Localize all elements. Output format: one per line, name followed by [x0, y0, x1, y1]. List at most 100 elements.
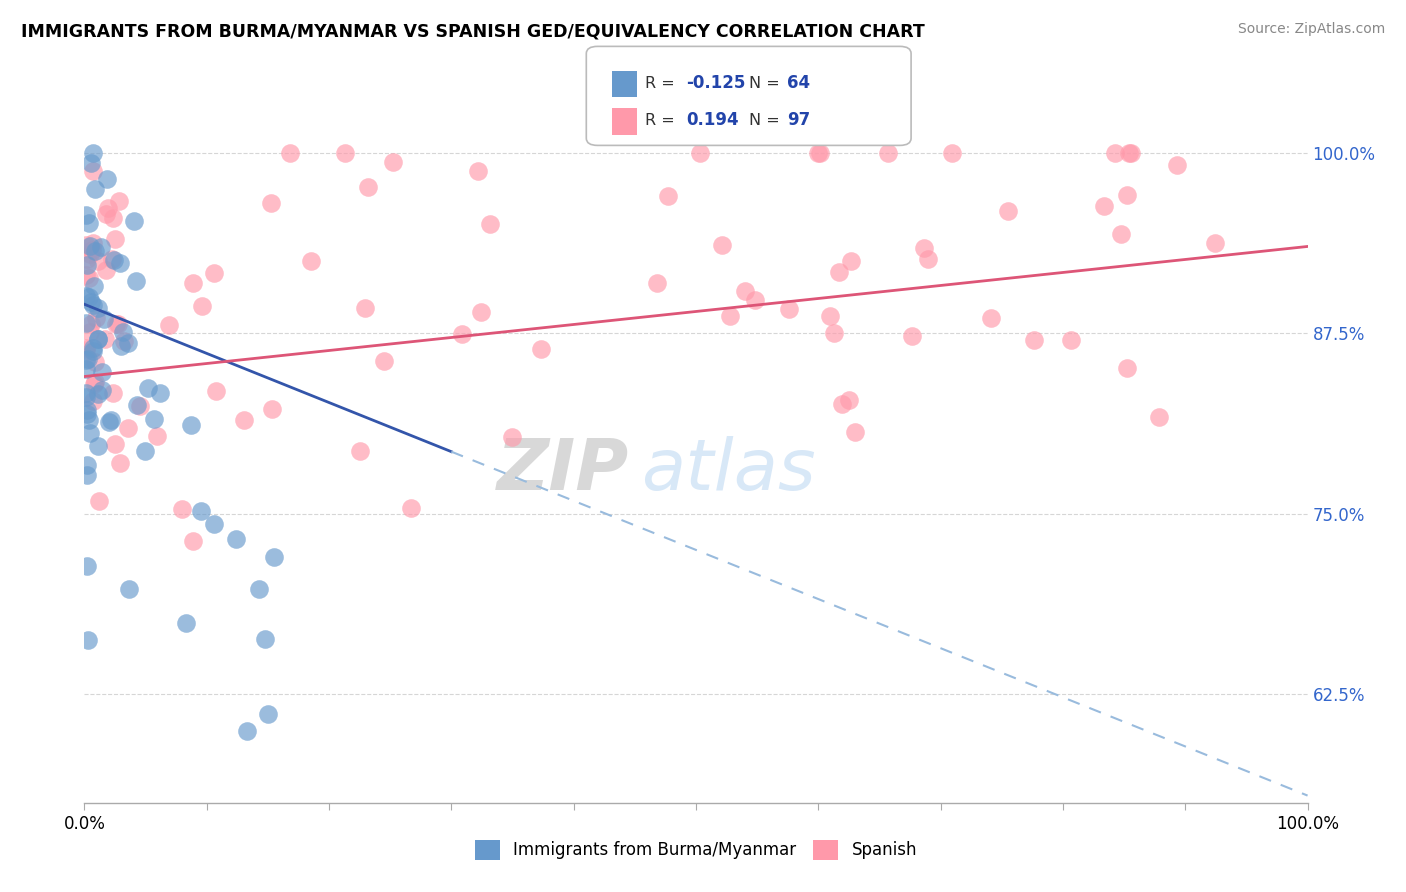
Point	[87, 253, 110, 268]
Point	[823, 326, 845, 340]
Point	[202, 517, 225, 532]
Point	[530, 342, 553, 356]
Text: N =: N =	[749, 112, 786, 128]
Point	[997, 204, 1019, 219]
Text: atlas: atlas	[641, 436, 815, 505]
Point	[807, 145, 830, 160]
Point	[136, 381, 159, 395]
Point	[373, 353, 395, 368]
Text: ZIP: ZIP	[496, 436, 628, 505]
Point	[75, 209, 97, 223]
Point	[76, 403, 98, 417]
Point	[82, 344, 104, 359]
Text: 0.194: 0.194	[686, 112, 738, 129]
Point	[146, 429, 169, 443]
Point	[79, 216, 101, 230]
Point	[917, 252, 939, 267]
Point	[718, 309, 741, 323]
Text: IMMIGRANTS FROM BURMA/MYANMAR VS SPANISH GED/EQUIVALENCY CORRELATION CHART: IMMIGRANTS FROM BURMA/MYANMAR VS SPANISH…	[21, 22, 925, 40]
Point	[93, 311, 115, 326]
Point	[235, 723, 257, 738]
Point	[76, 458, 98, 472]
Point	[117, 420, 139, 434]
Point	[79, 425, 101, 440]
Point	[260, 195, 283, 210]
Point	[104, 232, 127, 246]
Point	[82, 298, 104, 312]
Point	[90, 365, 112, 379]
Point	[103, 253, 125, 268]
Point	[84, 311, 107, 326]
Point	[110, 339, 132, 353]
Point	[80, 156, 103, 170]
Point	[83, 377, 105, 392]
Point	[278, 145, 301, 160]
Point	[117, 582, 139, 597]
Point	[778, 302, 800, 317]
Point	[1147, 410, 1170, 425]
Point	[828, 265, 851, 279]
Point	[108, 194, 131, 209]
Point	[225, 533, 247, 547]
Point	[1119, 145, 1142, 160]
Point	[104, 437, 127, 451]
Point	[831, 397, 853, 411]
Point	[249, 582, 271, 596]
Point	[79, 247, 101, 261]
Point	[262, 401, 284, 416]
Point	[97, 201, 120, 215]
Point	[110, 456, 132, 470]
Point	[191, 299, 214, 313]
Point	[233, 413, 256, 427]
Point	[107, 317, 129, 331]
Point	[90, 240, 112, 254]
Point	[839, 253, 862, 268]
Point	[76, 559, 98, 574]
Point	[1092, 199, 1115, 213]
Text: 97: 97	[787, 112, 811, 129]
Point	[76, 259, 98, 273]
Point	[190, 504, 212, 518]
Point	[84, 375, 107, 389]
Point	[108, 256, 131, 270]
Text: R =: R =	[645, 112, 681, 128]
Point	[980, 310, 1002, 325]
Point	[75, 362, 97, 376]
Point	[122, 213, 145, 227]
Point	[134, 443, 156, 458]
Point	[349, 443, 371, 458]
Point	[79, 325, 101, 339]
Point	[381, 154, 404, 169]
Point	[111, 325, 134, 339]
Point	[79, 317, 101, 331]
Point	[83, 278, 105, 293]
Point	[479, 217, 502, 231]
Point	[96, 206, 118, 220]
Point	[1109, 227, 1132, 242]
Point	[1022, 333, 1045, 347]
Point	[100, 412, 122, 426]
Text: N =: N =	[749, 76, 786, 91]
Point	[101, 386, 124, 401]
Point	[501, 429, 523, 443]
Text: R =: R =	[645, 76, 681, 91]
Point	[82, 243, 104, 257]
Point	[82, 341, 104, 355]
Point	[117, 336, 139, 351]
Point	[808, 145, 831, 160]
Point	[901, 329, 924, 343]
Point	[180, 418, 202, 433]
Point	[333, 145, 356, 160]
Point	[75, 317, 97, 331]
Point	[470, 305, 492, 319]
Point	[82, 235, 104, 250]
Point	[112, 334, 135, 348]
Point	[689, 145, 711, 160]
Point	[1115, 188, 1137, 202]
Point	[172, 502, 194, 516]
Point	[877, 145, 900, 160]
Point	[87, 332, 110, 346]
Point	[82, 164, 104, 178]
Point	[125, 274, 148, 288]
Point	[77, 412, 100, 426]
